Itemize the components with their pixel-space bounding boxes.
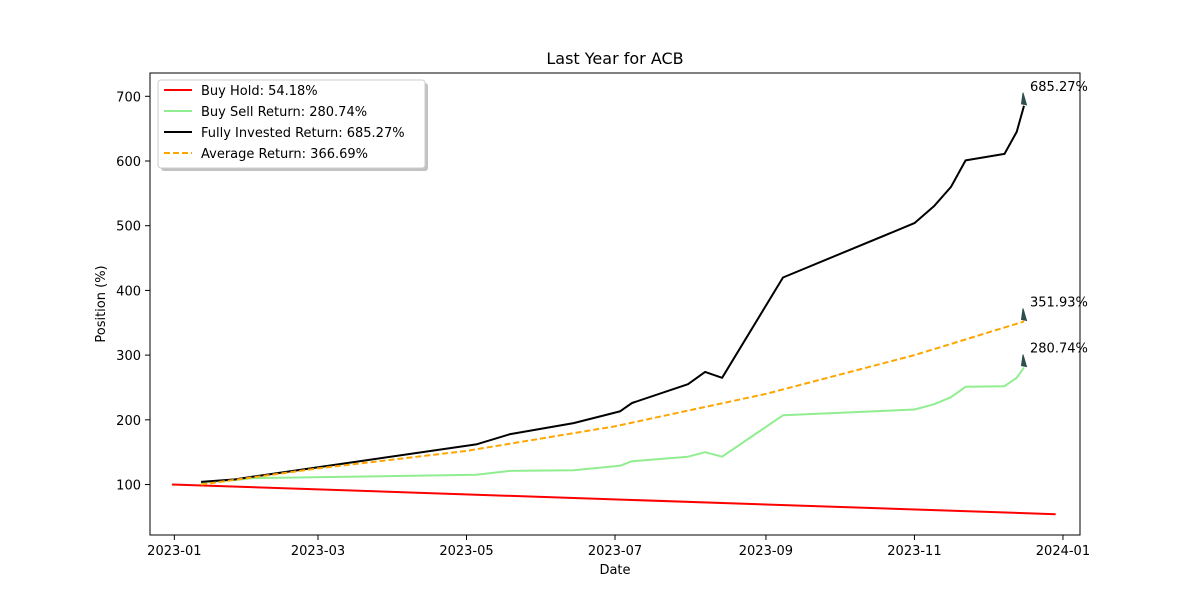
annotation-label-1: 351.93% bbox=[1030, 296, 1088, 311]
axis-layer: 2023-01 2023-03 2023-05 2023-07 2023-09 2023-… bbox=[116, 72, 1090, 559]
x-tick-label-4: 2023-09 bbox=[739, 544, 793, 559]
y-tick-label-0: 100 bbox=[116, 479, 141, 494]
legend: Buy Hold: 54.18% Buy Sell Return: 280.74%… bbox=[157, 79, 428, 171]
y-tick-label-4: 500 bbox=[116, 220, 141, 235]
legend-label-1: Buy Sell Return: 280.74% bbox=[201, 105, 367, 120]
series-line-1 bbox=[201, 367, 1025, 484]
legend-box bbox=[157, 79, 426, 169]
annotation-arrow-2 bbox=[1020, 354, 1028, 368]
y-tick-label-1: 200 bbox=[116, 414, 141, 429]
x-tick-label-1: 2023-03 bbox=[291, 544, 345, 559]
y-tick-label-2: 300 bbox=[116, 349, 141, 364]
y-tick-label-5: 600 bbox=[116, 155, 141, 170]
legend-label-3: Average Return: 366.69% bbox=[201, 147, 368, 162]
plot-layer bbox=[171, 105, 1056, 516]
annotation-arrow-1 bbox=[1020, 308, 1028, 322]
series-line-3 bbox=[200, 320, 1025, 486]
x-tick-label-5: 2023-11 bbox=[887, 544, 941, 559]
y-tick-label-6: 700 bbox=[116, 90, 141, 105]
x-tick-label-0: 2023-01 bbox=[147, 544, 201, 559]
chart-title: Last Year for ACB bbox=[546, 49, 683, 68]
series-line-0 bbox=[171, 483, 1056, 516]
annotation-label-0: 685.27% bbox=[1030, 80, 1088, 95]
y-tick-label-3: 400 bbox=[116, 284, 141, 299]
x-tick-label-2: 2023-05 bbox=[439, 544, 493, 559]
legend-label-2: Fully Invested Return: 685.27% bbox=[201, 126, 405, 141]
x-tick-label-3: 2023-07 bbox=[588, 544, 642, 559]
annotation-label-2: 280.74% bbox=[1030, 342, 1088, 357]
x-axis-label: Date bbox=[599, 563, 630, 578]
annotation-arrow-0 bbox=[1020, 92, 1028, 106]
series-line-2 bbox=[201, 105, 1025, 483]
legend-label-0: Buy Hold: 54.18% bbox=[201, 84, 318, 99]
annotation-layer: 685.27% 351.93% 280.74% bbox=[1020, 80, 1088, 368]
x-tick-label-6: 2024-01 bbox=[1036, 544, 1090, 559]
y-axis-label: Position (%) bbox=[94, 265, 109, 342]
